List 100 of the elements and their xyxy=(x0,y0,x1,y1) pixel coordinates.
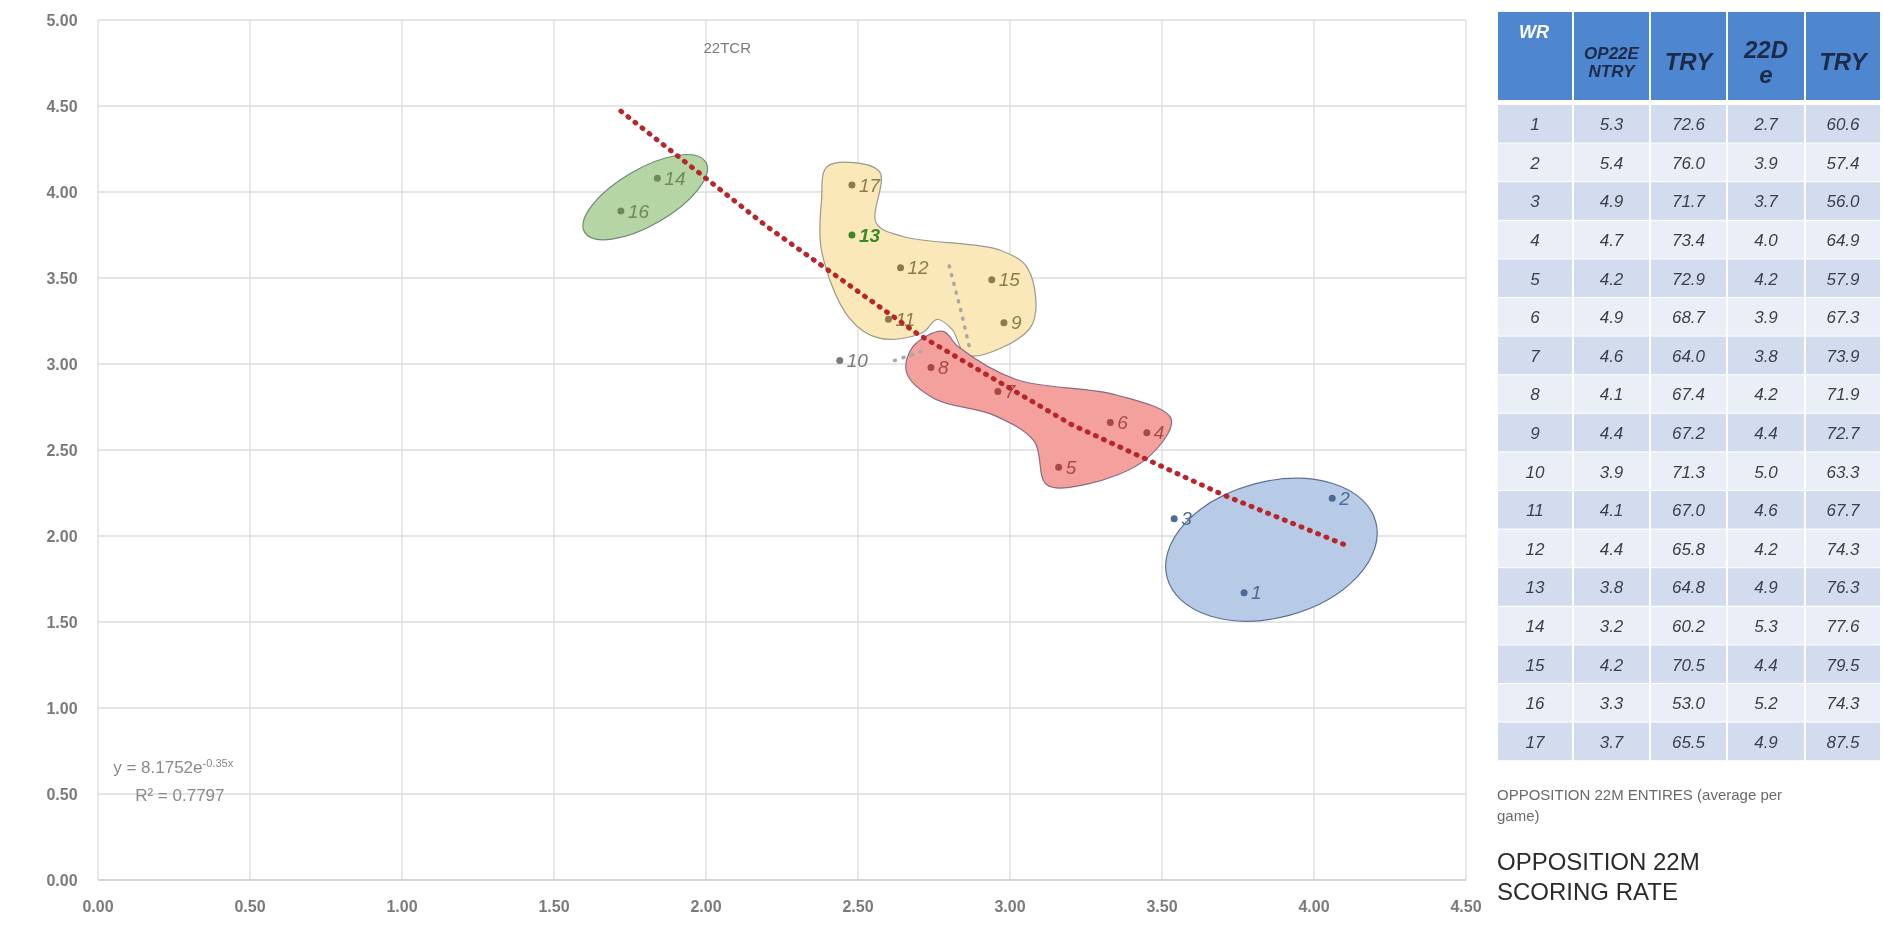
y-tick-label: 13 xyxy=(1525,578,1545,598)
data-label: 3.3 xyxy=(1599,694,1624,714)
x-axis-title: OPPOSITION 22M ENTIRES (average per game) xyxy=(1497,786,1783,824)
data-label: 63.3 xyxy=(1826,462,1861,482)
point xyxy=(884,315,892,323)
series-label: 14 xyxy=(664,167,686,189)
point xyxy=(994,388,1002,396)
point xyxy=(897,264,905,272)
data-label: 72.6 xyxy=(1671,115,1706,135)
data-label: 56.0 xyxy=(1826,192,1861,212)
data-label: 4.2 xyxy=(1754,269,1779,289)
point xyxy=(1240,589,1248,597)
data-label: 5.3 xyxy=(1599,115,1624,135)
data-label: 4.1 xyxy=(1599,501,1624,521)
data-label: 4.2 xyxy=(1754,385,1779,405)
data-label: 74.3 xyxy=(1826,539,1861,559)
series-label: 15 xyxy=(998,269,1021,291)
data-label: 4.9 xyxy=(1754,578,1779,598)
y-axis-title: WR xyxy=(1519,22,1549,42)
series-label: 4 xyxy=(1153,422,1165,444)
y-tick-label: 2.00 xyxy=(46,527,78,545)
y-tick-label: 3.00 xyxy=(46,355,78,373)
data-label: 60.2 xyxy=(1671,617,1706,637)
x-tick-label: 4.00 xyxy=(1298,898,1330,915)
x-tick-label: 3.50 xyxy=(1146,898,1178,915)
data-label: 4.4 xyxy=(1599,424,1624,444)
y-tick-label: 8 xyxy=(1530,385,1541,405)
x-tick-label: TRY xyxy=(1664,48,1715,76)
data-label: 5.4 xyxy=(1599,153,1624,173)
data-label: 4.2 xyxy=(1599,269,1624,289)
y-tick-label: 17 xyxy=(1525,732,1545,752)
data-label: 67.0 xyxy=(1671,501,1706,521)
data-label: 68.7 xyxy=(1671,308,1706,328)
data-label: 60.6 xyxy=(1826,115,1861,135)
data-label: 4.2 xyxy=(1599,655,1624,675)
data-label: 4.4 xyxy=(1754,655,1778,675)
x-tick-label: 0.00 xyxy=(82,898,114,915)
data-label: 4.4 xyxy=(1754,424,1778,444)
x-tick-label: 0.50 xyxy=(234,898,266,915)
data-label: 71.7 xyxy=(1671,192,1706,212)
data-label: 3.9 xyxy=(1754,308,1779,328)
data-label: 67.4 xyxy=(1671,385,1706,405)
point xyxy=(1170,515,1178,523)
data-label: 77.6 xyxy=(1826,617,1861,637)
y-tick-label: 0.00 xyxy=(46,871,78,889)
data-label: 3.9 xyxy=(1599,462,1624,482)
y-tick-label: 12 xyxy=(1525,539,1545,559)
point xyxy=(848,231,856,239)
point xyxy=(1328,494,1336,502)
data-label: 3.7 xyxy=(1599,732,1624,752)
series-label: 12 xyxy=(907,257,930,279)
y-tick-label: 2 xyxy=(1529,153,1541,173)
y-tick-label: 4.00 xyxy=(46,183,78,201)
data-label: 70.5 xyxy=(1671,655,1706,675)
x-tick-label: 4.50 xyxy=(1450,898,1482,915)
data-label: 76.3 xyxy=(1826,578,1861,598)
series-label: 6 xyxy=(1117,412,1129,434)
point xyxy=(1106,418,1114,426)
y-tick-label: 4 xyxy=(1530,231,1540,251)
y-axis-title: OPPOSITION 22M SCORING RATE xyxy=(1497,848,1700,905)
data-label: 4.9 xyxy=(1599,192,1624,212)
series-label: 16 xyxy=(627,200,650,222)
data-label: 4.7 xyxy=(1599,231,1624,251)
y-tick-label: 0.50 xyxy=(46,785,78,803)
series-label: 13 xyxy=(858,224,881,246)
data-label: 5.2 xyxy=(1754,694,1779,714)
y-tick-label: 5 xyxy=(1530,269,1541,289)
point xyxy=(1143,429,1151,437)
text: 22TCR xyxy=(703,38,752,56)
data-label: 67.7 xyxy=(1826,501,1861,521)
data-label: 4.9 xyxy=(1599,308,1624,328)
data-label: 67.3 xyxy=(1826,308,1861,328)
data-label: 2.7 xyxy=(1753,115,1779,135)
series-label: 10 xyxy=(846,350,869,372)
y-tick-label: 1.50 xyxy=(46,613,78,631)
annotation: R² = 0.7797 xyxy=(135,786,225,806)
point xyxy=(653,174,661,182)
x-tick-label: 22D e xyxy=(1742,35,1789,88)
data-label: 65.5 xyxy=(1671,732,1706,752)
data-label: 79.5 xyxy=(1826,655,1861,675)
x-tick-label: 1.50 xyxy=(538,898,570,915)
data-label: 3.7 xyxy=(1754,192,1779,212)
data-label: 5.0 xyxy=(1754,462,1779,482)
data-label: 3.8 xyxy=(1599,578,1624,598)
series-label: 8 xyxy=(937,357,949,379)
x-tick-label: 1.00 xyxy=(386,898,418,915)
data-label: 67.2 xyxy=(1671,424,1706,444)
series-label: 1 xyxy=(1251,582,1262,604)
annotation: y = 8.1752e$^{-0.35x}$ xyxy=(113,757,234,778)
y-tick-label: 15 xyxy=(1525,655,1545,675)
data-label: 3.9 xyxy=(1754,153,1779,173)
data-label: 4.0 xyxy=(1754,231,1779,251)
x-tick-label: 3.00 xyxy=(994,898,1026,915)
point xyxy=(927,363,935,371)
data-label: 71.3 xyxy=(1671,462,1706,482)
data-label: 64.9 xyxy=(1826,231,1861,251)
data-label: 76.0 xyxy=(1671,153,1706,173)
data-label: 64.8 xyxy=(1671,578,1706,598)
point xyxy=(1000,319,1008,327)
y-tick-label: 2.50 xyxy=(46,441,78,459)
